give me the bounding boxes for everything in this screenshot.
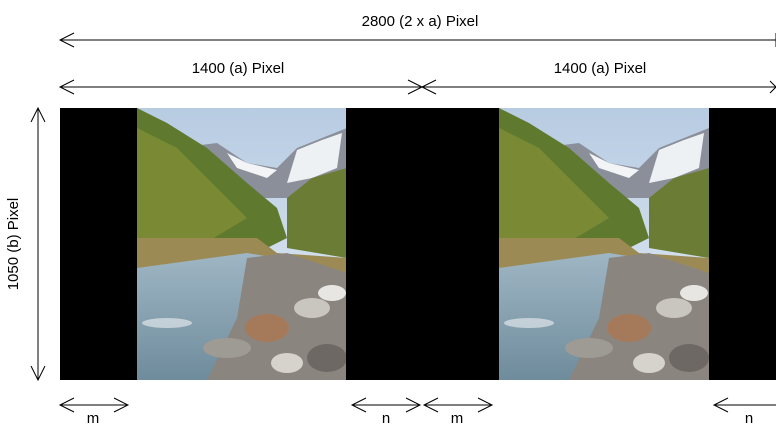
margin-label: n xyxy=(382,410,390,426)
total-width-label: 2800 (2 x a) Pixel xyxy=(362,13,479,30)
margin-label: n xyxy=(745,410,753,426)
half-width-label: 1400 (a) Pixel xyxy=(554,60,647,77)
half-width-label: 1400 (a) Pixel xyxy=(192,60,285,77)
margin-label: m xyxy=(87,410,100,426)
margin-label: m xyxy=(451,410,464,426)
photo-left xyxy=(137,108,346,380)
black-bar xyxy=(60,108,137,380)
black-bar xyxy=(709,108,776,380)
height-label: 1050 (b) Pixel xyxy=(5,198,22,291)
arrows xyxy=(30,32,776,413)
black-bar xyxy=(346,108,499,380)
photo-right xyxy=(499,108,709,380)
